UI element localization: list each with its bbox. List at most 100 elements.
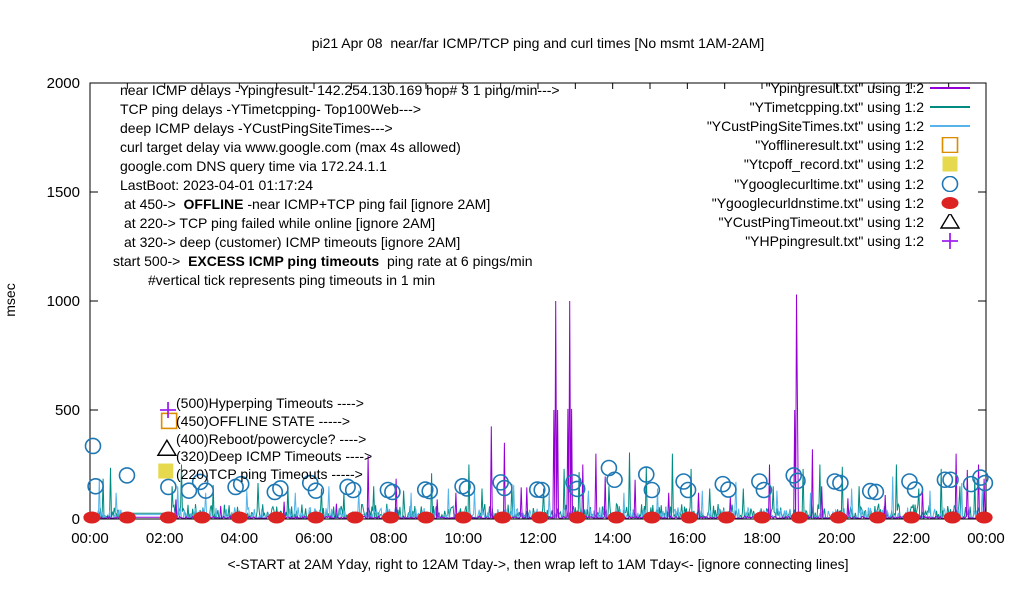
open-square-marker	[160, 412, 178, 430]
filled-circle-marker	[902, 511, 920, 524]
annotation-line-10: start 500-> EXCESS ICMP ping timeouts pi…	[113, 252, 533, 270]
legend-sample	[928, 80, 972, 96]
legend-label: "Yofflineresult.txt" using 1:2	[755, 137, 924, 154]
open-circle-marker	[675, 473, 692, 490]
annotation-text: #vertical tick represents ping timeouts …	[148, 272, 436, 288]
annotation-line-11: #vertical tick represents ping timeouts …	[148, 271, 435, 289]
legend-sample-plus-icon	[942, 233, 958, 250]
x-tick-label: 04:00	[221, 530, 259, 547]
filled-square-marker	[942, 156, 958, 172]
filled-circle-marker	[718, 511, 736, 524]
open-circle-marker	[197, 482, 215, 499]
legend-label: "YCustPingSiteTimes.txt" using 1:2	[706, 117, 924, 134]
legend-label: "Ytcpoff_record.txt" using 1:2	[743, 156, 924, 173]
chart-title: pi21 Apr 08 near/far ICMP/TCP ping and c…	[311, 35, 765, 51]
legend-sample	[928, 156, 972, 172]
legend-sample	[928, 195, 972, 211]
legend-sample-line-icon	[930, 105, 970, 108]
annotation-text: at 450->	[124, 196, 184, 212]
annotation-text: TCP ping delays -YTimetcpping- Top100Web…	[120, 101, 422, 117]
x-tick-label: 16:00	[669, 530, 707, 547]
threshold-label-2: (450)OFFLINE STATE ----->	[176, 413, 351, 429]
legend-label: "YTimetcpping.txt" using 1:2	[749, 98, 924, 115]
filled-circle-marker	[83, 511, 101, 524]
threshold-label-1: (500)Hyperping Timeouts ---->	[176, 395, 364, 411]
annotation-line-9: at 320-> deep (customer) ICMP timeouts […	[124, 233, 460, 251]
filled-circle-marker	[454, 511, 472, 524]
filled-circle-marker	[382, 511, 400, 524]
x-axis-label: <-START at 2AM Yday, right to 12AM Tday-…	[227, 556, 849, 572]
open-circle-marker	[789, 472, 806, 490]
open-circle-marker	[180, 482, 198, 499]
legend-sample-line-icon	[930, 86, 970, 89]
legend-label: "Ypingresult.txt" using 1:2	[765, 79, 924, 96]
series-points-Ygooglecurltime	[84, 437, 994, 501]
legend-sample	[928, 233, 972, 250]
annotation-bold-text: OFFLINE	[183, 196, 244, 212]
x-tick-label: 14:00	[594, 530, 632, 547]
y-tick-label: 2000	[47, 75, 80, 92]
open-circle-marker	[600, 459, 618, 477]
plus-marker	[160, 402, 177, 418]
y-axis-label: msec	[2, 283, 18, 317]
legend: "Ypingresult.txt" using 1:2 "YTimetcpping…	[707, 78, 972, 251]
open-circle-marker	[568, 480, 586, 498]
open-circle-marker	[266, 483, 284, 501]
filled-circle-marker	[643, 511, 661, 524]
open-circle-marker	[714, 475, 732, 493]
filled-square-marker	[158, 463, 174, 479]
x-tick-label: 08:00	[370, 530, 408, 547]
x-tick-label: 10:00	[445, 530, 483, 547]
series-markers	[83, 402, 994, 524]
legend-sample-open-square-icon	[941, 137, 959, 154]
legend-sample	[928, 99, 972, 115]
legend-sample	[928, 118, 972, 134]
open-circle-marker	[118, 467, 136, 484]
y-tick-label: 0	[72, 511, 80, 528]
x-tick-label: 20:00	[818, 530, 856, 547]
annotation-bold-text: EXCESS ICMP ping timeouts	[188, 253, 380, 269]
filled-circle-marker	[159, 511, 177, 524]
open-circle-marker	[936, 471, 954, 489]
open-circle-marker	[458, 480, 476, 497]
x-tick-label: 18:00	[743, 530, 781, 547]
annotation-text: at 320-> deep (customer) ICMP timeouts […	[124, 234, 461, 250]
legend-sample-open-triangle-icon	[939, 213, 961, 229]
x-tick-label: 06:00	[295, 530, 333, 547]
filled-circle-marker	[268, 511, 286, 524]
annotation-text: curl target delay via www.google.com (ma…	[120, 139, 461, 155]
open-circle-marker	[942, 471, 959, 489]
open-circle-marker	[861, 482, 879, 500]
filled-circle-marker	[193, 511, 211, 524]
filled-circle-marker	[607, 511, 625, 524]
open-circle-marker	[832, 474, 849, 492]
series-points-Yofflineresult	[160, 412, 178, 430]
x-tick-label: 00:00	[967, 530, 1005, 547]
filled-circle-marker	[307, 511, 325, 524]
annotation-text: deep ICMP delays -YCustPingSiteTimes--->	[120, 120, 393, 136]
filled-circle-marker	[680, 511, 698, 524]
open-circle-marker	[87, 477, 104, 495]
annotation-text: ping rate at 6 pings/min	[379, 253, 533, 269]
open-circle-marker	[344, 481, 362, 499]
filled-circle-marker	[346, 511, 364, 524]
plus-marker	[942, 233, 958, 250]
legend-item-YHPpingresult: "YHPpingresult.txt" using 1:2	[707, 232, 972, 251]
y-tick-label: 1000	[47, 293, 80, 310]
legend-sample	[928, 137, 972, 154]
y-tick-label: 1500	[47, 184, 80, 201]
legend-label: "Ygooglecurltime.txt" using 1:2	[734, 175, 924, 192]
open-triangle-marker	[156, 438, 178, 456]
filled-circle-marker	[975, 511, 993, 524]
legend-item-YTimetcpping: "YTimetcpping.txt" using 1:2	[707, 97, 972, 116]
annotation-line-1: near ICMP delays -Ypingresult- 142.254.1…	[120, 81, 560, 99]
open-circle-marker	[84, 437, 102, 455]
annotation-line-8: at 220-> TCP ping failed while online [i…	[124, 214, 435, 232]
open-circle-marker	[191, 473, 209, 491]
open-circle-marker	[643, 481, 661, 499]
legend-item-Yofflineresult: "Yofflineresult.txt" using 1:2	[707, 136, 972, 155]
filled-circle-marker	[417, 511, 435, 524]
series-points-YHPpingresult	[160, 402, 177, 418]
filled-circle-marker	[830, 511, 848, 524]
